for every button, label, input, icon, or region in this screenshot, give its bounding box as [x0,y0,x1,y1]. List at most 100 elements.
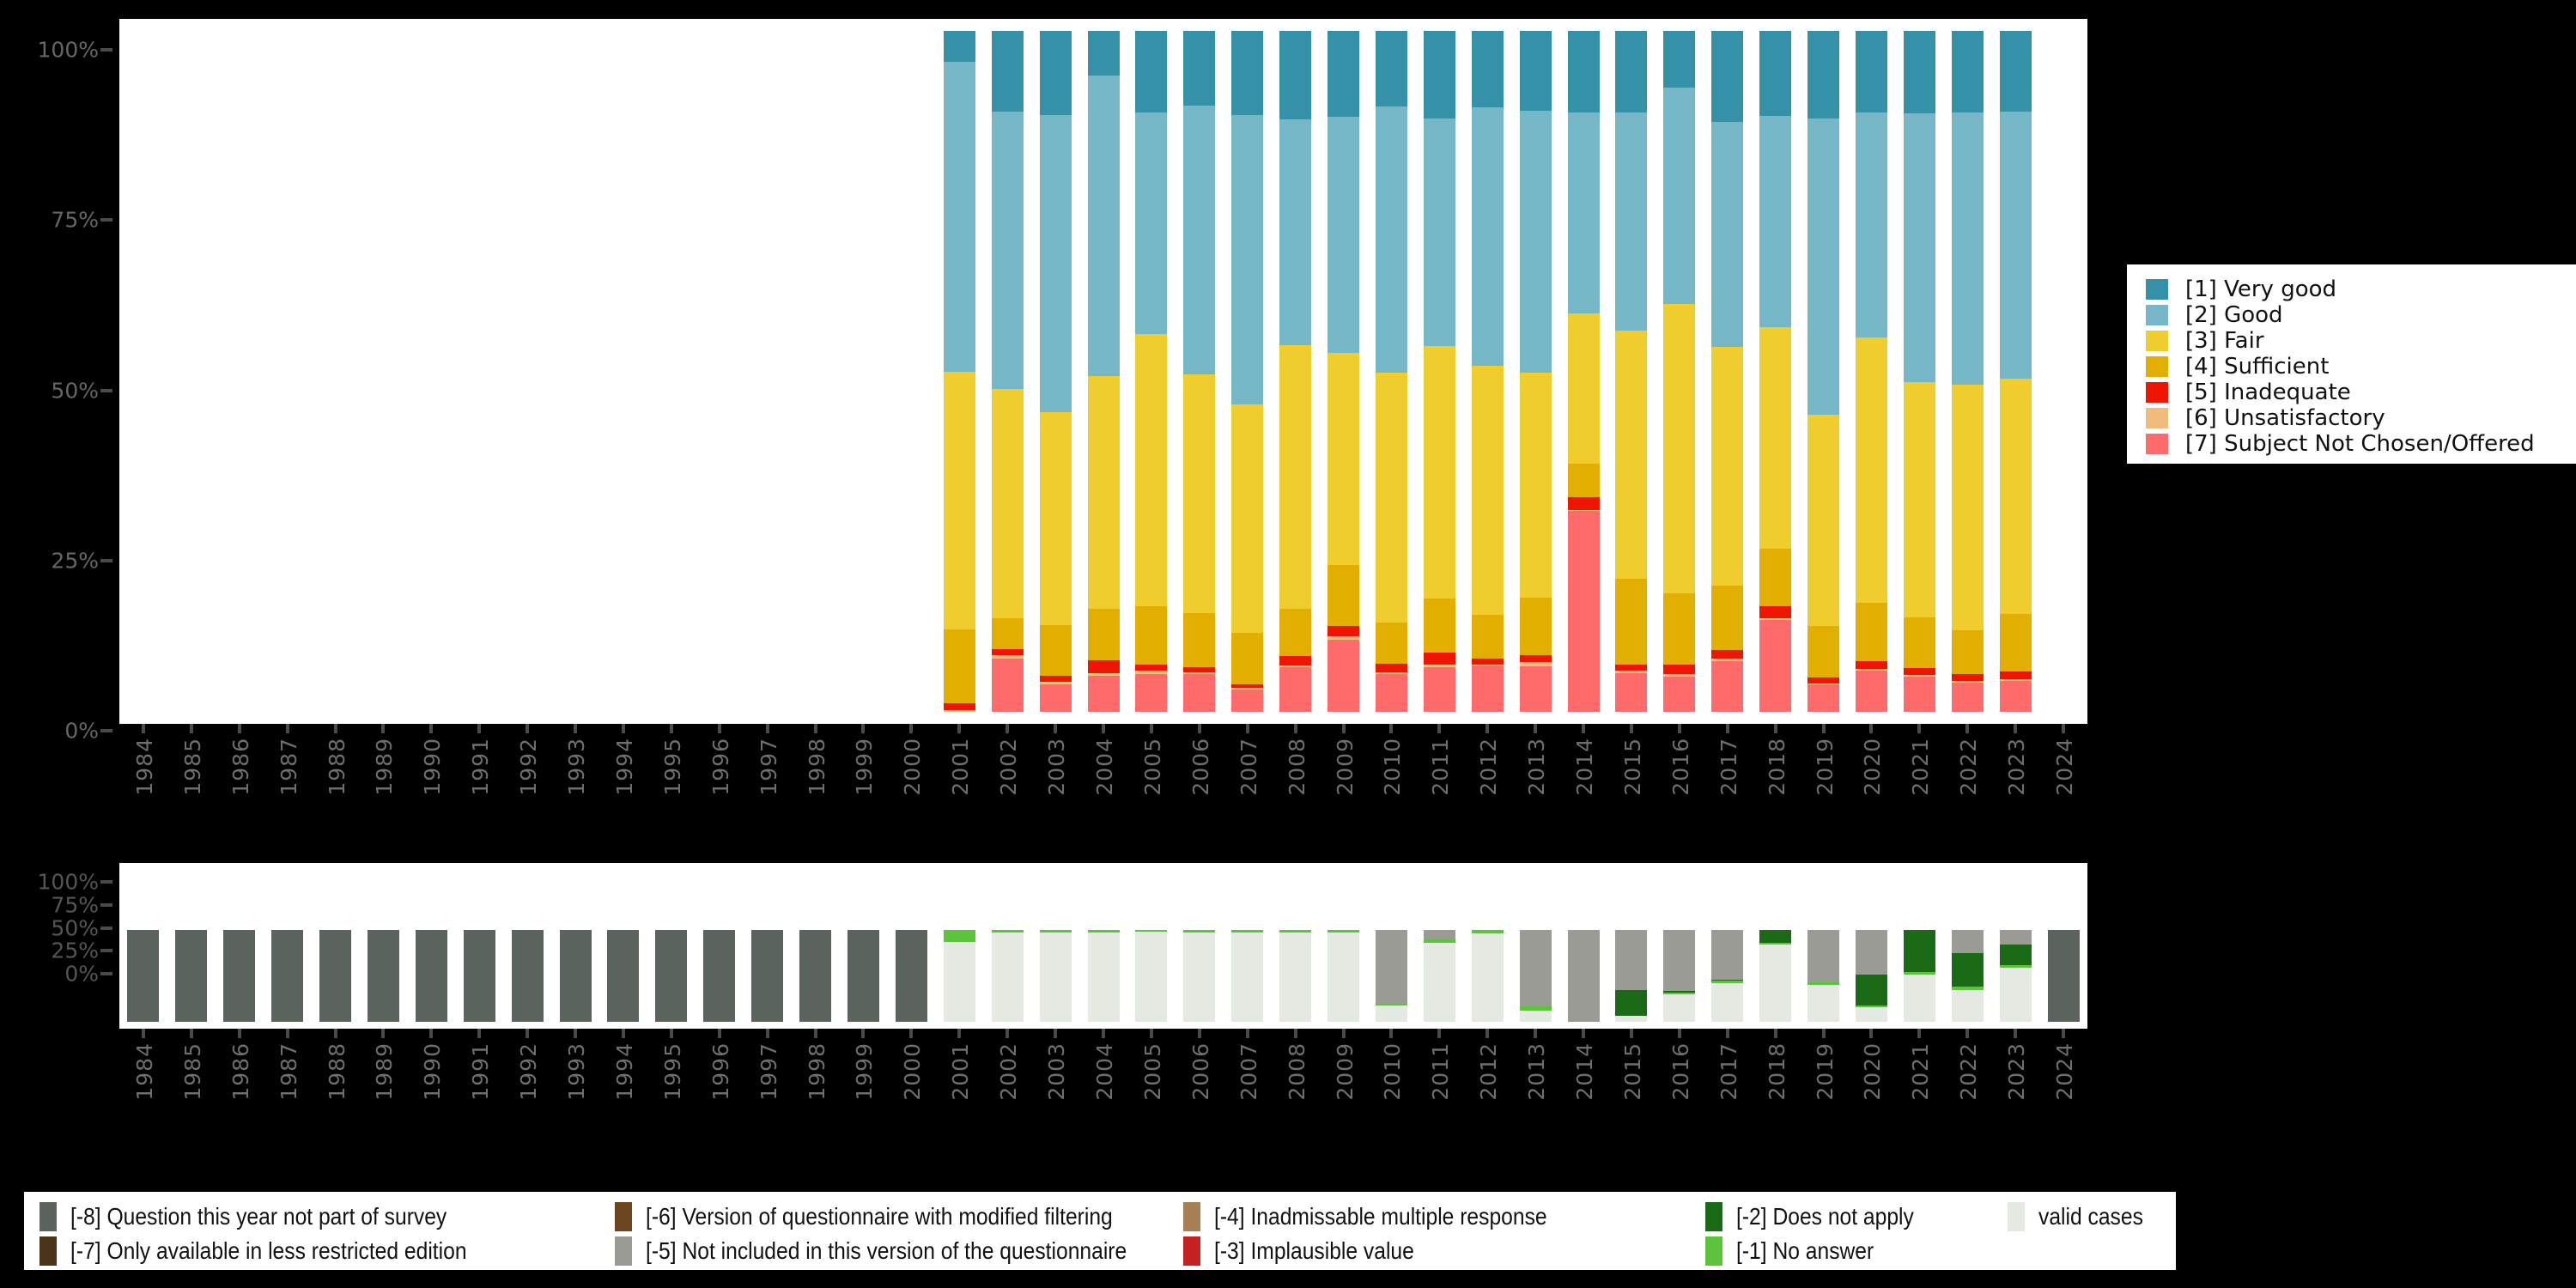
validity-bar[interactable] [127,930,160,1022]
validity-bar[interactable] [799,930,832,1022]
legend-item[interactable]: [-4] Inadmissable multiple response [1183,1202,1592,1231]
x-tick-label: 1996 [708,1042,733,1101]
validity-bar[interactable] [1951,930,1984,1022]
validity-bar[interactable] [1711,930,1744,1022]
validity-bar[interactable] [1135,930,1168,1022]
bar-segment [1375,663,1407,672]
validity-bar[interactable] [1903,930,1935,1022]
validity-bar[interactable] [751,930,784,1022]
stacked-bar[interactable] [1471,31,1504,712]
validity-bar[interactable] [1087,930,1120,1022]
legend-item[interactable]: [-8] Question this year not part of surv… [39,1202,498,1231]
bar-segment [1855,660,1887,670]
validity-bar[interactable] [463,930,495,1022]
legend-item[interactable]: [6] Unsatisfactory [2127,405,2576,431]
validity-bar[interactable] [1663,930,1696,1022]
validity-bar-segment [1519,1011,1552,1022]
x-tick-mark [1965,724,1970,733]
validity-bar[interactable] [175,930,208,1022]
validity-bar[interactable] [1519,930,1552,1022]
x-tick-label: 2022 [1956,1042,1982,1101]
validity-bar[interactable] [1615,930,1648,1022]
legend-item[interactable]: [1] Very good [2127,276,2576,302]
x-tick-label: 2001 [948,738,974,796]
validity-bar[interactable] [1807,930,1840,1022]
bar-segment [1231,404,1264,634]
stacked-bar[interactable] [1519,31,1552,712]
bar-segment [1903,668,1935,676]
validity-bar[interactable] [1855,930,1887,1022]
stacked-bar[interactable] [991,31,1024,712]
x-axis-main: 1984 1985 1986 1987 1988 1989 1990 1991 1992 1993… [119,724,2087,853]
stacked-bar[interactable] [1663,31,1696,712]
stacked-bar[interactable] [1279,31,1312,712]
legend-item[interactable]: [-5] Not included in this version of the… [615,1236,1193,1266]
validity-bar[interactable] [415,930,447,1022]
validity-bar[interactable] [1471,930,1504,1022]
validity-bar[interactable] [1423,930,1455,1022]
validity-bar[interactable] [1039,930,1072,1022]
x-tick-label: 2014 [1572,738,1598,796]
x-tick-label: 2019 [1812,738,1838,796]
stacked-bar[interactable] [1423,31,1455,712]
stacked-bar[interactable] [1807,31,1840,712]
validity-bar[interactable] [1279,930,1312,1022]
bar-segment [1951,112,1984,386]
legend-item[interactable]: [4] Sufficient [2127,354,2576,380]
legend-item[interactable]: valid cases [2008,1202,2158,1231]
legend-item[interactable]: [2] Good [2127,302,2576,328]
bar-segment [1951,629,1984,675]
validity-bar[interactable] [559,930,592,1022]
validity-bar[interactable] [1327,930,1359,1022]
validity-bar[interactable] [1183,930,1216,1022]
legend-item[interactable]: [7] Subject Not Chosen/Offered [2127,431,2576,457]
validity-bar[interactable] [511,930,544,1022]
stacked-bar[interactable] [1615,31,1648,712]
validity-bar[interactable] [1759,930,1792,1022]
stacked-bar[interactable] [943,31,975,712]
validity-bar[interactable] [223,930,256,1022]
stacked-bar[interactable] [1327,31,1359,712]
validity-bar[interactable] [1375,930,1407,1022]
validity-bar[interactable] [1231,930,1264,1022]
x-tick-label: 2009 [1332,1042,1358,1101]
legend-item[interactable]: [-1] No answer [1705,1236,1893,1266]
stacked-bar[interactable] [1999,31,2032,712]
validity-bar[interactable] [1567,930,1600,1022]
stacked-bar[interactable] [1567,31,1600,712]
legend-item[interactable]: [-6] Version of questionnaire with modif… [615,1202,1176,1231]
stacked-bar[interactable] [1711,31,1744,712]
stacked-bar[interactable] [1375,31,1407,712]
validity-bar[interactable] [943,930,975,1022]
stacked-bar[interactable] [1039,31,1072,712]
validity-bar[interactable] [847,930,879,1022]
stacked-bar[interactable] [1231,31,1264,712]
bar-segment [1087,673,1120,676]
validity-bar[interactable] [271,930,304,1022]
validity-bar[interactable] [607,930,640,1022]
validity-bar[interactable] [1999,930,2032,1022]
stacked-bar[interactable] [1855,31,1887,712]
legend-item[interactable]: [-2] Does not apply [1705,1202,1938,1231]
validity-bar[interactable] [2047,930,2080,1022]
legend-item[interactable]: [-7] Only available in less restricted e… [39,1236,520,1266]
stacked-bar[interactable] [1759,31,1792,712]
stacked-bar[interactable] [1951,31,1984,712]
validity-bar[interactable] [655,930,688,1022]
legend-item[interactable]: [5] Inadequate [2127,380,2576,405]
legend-item[interactable]: [3] Fair [2127,328,2576,354]
x-tick-mark [1821,1029,1826,1038]
stacked-bar[interactable] [1135,31,1168,712]
validity-bar-segment [1423,930,1455,939]
validity-bar[interactable] [895,930,927,1022]
x-tick-mark [1293,1029,1297,1038]
stacked-bar[interactable] [1087,31,1120,712]
legend-item[interactable]: [-3] Implausible value [1183,1236,1442,1266]
stacked-bar[interactable] [1903,31,1935,712]
validity-bar[interactable] [703,930,736,1022]
bar-segment [1519,665,1552,712]
stacked-bar[interactable] [1183,31,1216,712]
validity-bar[interactable] [367,930,399,1022]
validity-bar[interactable] [319,930,352,1022]
validity-bar[interactable] [991,930,1024,1022]
